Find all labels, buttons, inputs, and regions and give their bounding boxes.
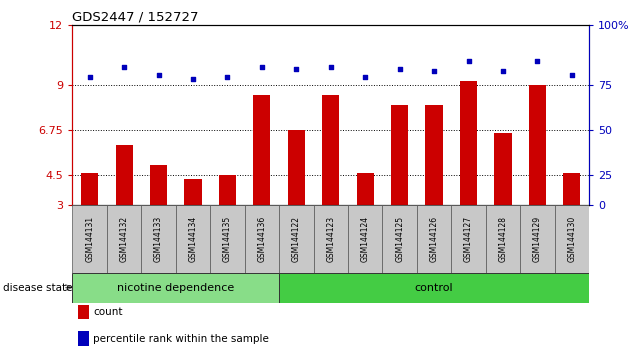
- Text: GSM144134: GSM144134: [188, 216, 197, 262]
- Bar: [322, 95, 340, 205]
- Text: GSM144122: GSM144122: [292, 216, 301, 262]
- Point: [464, 58, 474, 64]
- Text: GSM144133: GSM144133: [154, 216, 163, 262]
- Bar: [563, 173, 580, 205]
- Text: GSM144131: GSM144131: [85, 216, 94, 262]
- Bar: [107, 205, 141, 273]
- Point: [222, 74, 232, 80]
- Point: [188, 76, 198, 82]
- Bar: [529, 85, 546, 205]
- Point: [291, 66, 301, 72]
- Bar: [141, 205, 176, 273]
- Bar: [253, 95, 270, 205]
- Text: GDS2447 / 152727: GDS2447 / 152727: [72, 11, 199, 24]
- Bar: [279, 273, 589, 303]
- Bar: [219, 175, 236, 205]
- Bar: [460, 81, 477, 205]
- Bar: [357, 173, 374, 205]
- Text: GSM144125: GSM144125: [395, 216, 404, 262]
- Bar: [77, 304, 89, 319]
- Text: GSM144127: GSM144127: [464, 216, 473, 262]
- Point: [257, 64, 267, 70]
- Bar: [425, 105, 443, 205]
- Bar: [382, 205, 417, 273]
- Bar: [176, 205, 210, 273]
- Point: [154, 72, 164, 78]
- Text: nicotine dependence: nicotine dependence: [117, 282, 234, 293]
- Point: [119, 64, 129, 70]
- Point: [394, 66, 404, 72]
- Point: [532, 58, 542, 64]
- Bar: [451, 205, 486, 273]
- Point: [498, 68, 508, 74]
- Bar: [72, 273, 279, 303]
- Text: GSM144135: GSM144135: [223, 216, 232, 262]
- Bar: [288, 130, 305, 205]
- Text: disease state: disease state: [3, 282, 72, 293]
- Text: GSM144128: GSM144128: [498, 216, 507, 262]
- Text: GSM144124: GSM144124: [361, 216, 370, 262]
- Point: [84, 74, 94, 80]
- Text: GSM144136: GSM144136: [258, 216, 266, 262]
- Text: GSM144126: GSM144126: [430, 216, 438, 262]
- Bar: [348, 205, 382, 273]
- Point: [567, 72, 577, 78]
- Text: control: control: [415, 282, 454, 293]
- Text: GSM144129: GSM144129: [533, 216, 542, 262]
- Bar: [486, 205, 520, 273]
- Bar: [185, 179, 202, 205]
- Bar: [81, 173, 98, 205]
- Bar: [520, 205, 554, 273]
- Bar: [554, 205, 589, 273]
- Point: [429, 68, 439, 74]
- Text: percentile rank within the sample: percentile rank within the sample: [93, 333, 269, 343]
- Point: [360, 74, 370, 80]
- Text: GSM144123: GSM144123: [326, 216, 335, 262]
- Text: GSM144132: GSM144132: [120, 216, 129, 262]
- Bar: [391, 105, 408, 205]
- Text: count: count: [93, 307, 123, 317]
- Bar: [279, 205, 314, 273]
- Bar: [77, 331, 89, 346]
- Bar: [244, 205, 279, 273]
- Bar: [210, 205, 244, 273]
- Bar: [495, 133, 512, 205]
- Bar: [150, 165, 167, 205]
- Bar: [72, 205, 107, 273]
- Bar: [314, 205, 348, 273]
- Point: [326, 64, 336, 70]
- Text: GSM144130: GSM144130: [568, 216, 576, 262]
- Bar: [417, 205, 451, 273]
- Bar: [115, 145, 133, 205]
